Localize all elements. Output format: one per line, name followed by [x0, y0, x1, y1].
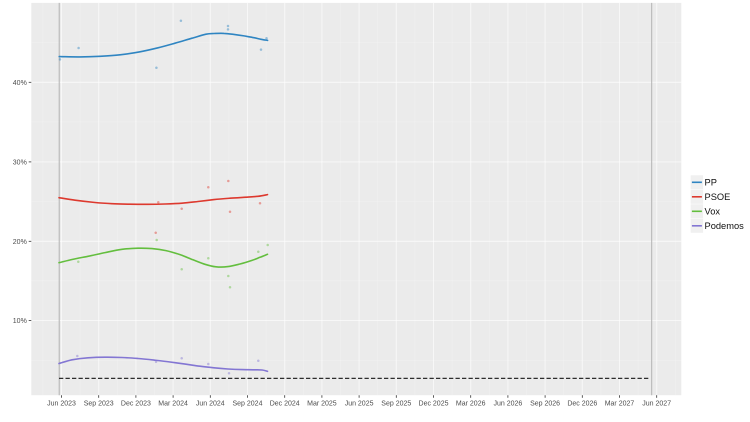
svg-text:Sep 2023: Sep 2023: [84, 401, 114, 408]
svg-text:40%: 40%: [13, 80, 27, 87]
svg-text:Jun 2025: Jun 2025: [345, 401, 374, 408]
svg-text:PP: PP: [705, 178, 717, 188]
svg-text:10%: 10%: [13, 318, 27, 325]
svg-text:Vox: Vox: [705, 207, 721, 217]
svg-text:Dec 2024: Dec 2024: [270, 401, 300, 408]
svg-text:Mar 2027: Mar 2027: [605, 401, 635, 408]
svg-text:20%: 20%: [13, 239, 27, 246]
svg-text:Dec 2025: Dec 2025: [419, 401, 449, 408]
svg-text:Jun 2024: Jun 2024: [196, 401, 225, 408]
svg-text:Dec 2026: Dec 2026: [567, 401, 597, 408]
svg-text:Mar 2026: Mar 2026: [456, 401, 486, 408]
svg-text:PSOE: PSOE: [705, 192, 731, 202]
svg-text:30%: 30%: [13, 159, 27, 166]
svg-text:Sep 2025: Sep 2025: [381, 401, 411, 408]
svg-text:Jun 2023: Jun 2023: [47, 401, 76, 408]
svg-text:Sep 2024: Sep 2024: [233, 401, 263, 408]
svg-text:Sep 2026: Sep 2026: [530, 401, 560, 408]
svg-text:Mar 2025: Mar 2025: [307, 401, 337, 408]
svg-text:Jun 2026: Jun 2026: [493, 401, 522, 408]
svg-text:Mar 2024: Mar 2024: [158, 401, 188, 408]
svg-text:Podemos: Podemos: [705, 221, 745, 231]
svg-text:Dec 2023: Dec 2023: [121, 401, 151, 408]
svg-text:Jun 2027: Jun 2027: [642, 401, 671, 408]
